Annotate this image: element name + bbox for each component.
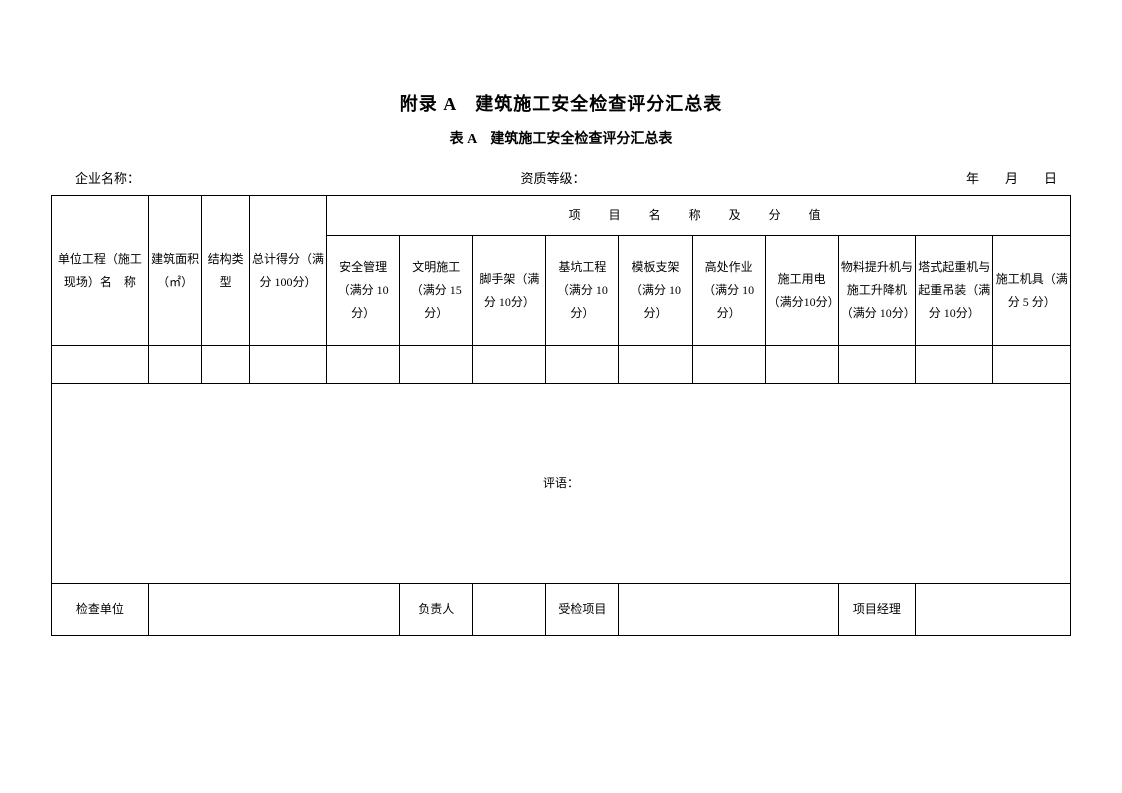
cell <box>202 346 249 384</box>
cell <box>993 346 1071 384</box>
cell <box>838 346 915 384</box>
cell <box>916 346 993 384</box>
col-c5: 模板支架（满分 10分） <box>619 236 692 346</box>
col-unit: 单位工程（施工现场）名 称 <box>52 196 149 346</box>
data-row <box>52 346 1071 384</box>
cell <box>400 346 473 384</box>
footer-label-1: 检查单位 <box>52 584 149 636</box>
title-sub: 表 A 建筑施工安全检查评分汇总表 <box>50 128 1072 148</box>
col-c8: 物料提升机与施工升降机（满分 10分） <box>838 236 915 346</box>
cell <box>765 346 838 384</box>
footer-blank-2 <box>473 584 546 636</box>
footer-label-3: 受检项目 <box>546 584 619 636</box>
grade-label: 资质等级： <box>521 168 967 187</box>
col-c7: 施工用电（满分10分） <box>765 236 838 346</box>
col-group: 项 目 名 称 及 分 值 <box>327 196 1071 236</box>
col-c6: 高处作业（满分 10分） <box>692 236 765 346</box>
cell <box>473 346 546 384</box>
footer-row: 检查单位 负责人 受检项目 项目经理 <box>52 584 1071 636</box>
col-c9: 塔式起重机与起重吊装（满分 10分） <box>916 236 993 346</box>
footer-blank-3 <box>619 584 838 636</box>
footer-blank-4 <box>916 584 1071 636</box>
col-c4: 基坑工程（满分 10分） <box>546 236 619 346</box>
cell <box>692 346 765 384</box>
group-title: 项 目 名 称 及 分 值 <box>569 208 829 222</box>
col-c2: 文明施工（满分 15分） <box>400 236 473 346</box>
col-c1: 安全管理（满分 10分） <box>327 236 400 346</box>
page: 附录 A 建筑施工安全检查评分汇总表 表 A 建筑施工安全检查评分汇总表 企业名… <box>0 0 1122 793</box>
col-area: 建筑面积（㎡） <box>148 196 202 346</box>
title-main: 附录 A 建筑施工安全检查评分汇总表 <box>50 90 1072 116</box>
footer-blank-1 <box>148 584 399 636</box>
cell <box>249 346 326 384</box>
comment-cell: 评语： <box>52 384 1071 584</box>
footer-label-4: 项目经理 <box>838 584 915 636</box>
cell <box>327 346 400 384</box>
cell <box>52 346 149 384</box>
info-row: 企业名称： 资质等级： 年 月 日 <box>50 168 1072 187</box>
col-c10: 施工机具（满分 5 分） <box>993 236 1071 346</box>
col-struct: 结构类型 <box>202 196 249 346</box>
col-total: 总计得分（满分 100分） <box>249 196 326 346</box>
cell <box>619 346 692 384</box>
cell <box>546 346 619 384</box>
company-label: 企业名称： <box>75 168 521 187</box>
summary-table: 单位工程（施工现场）名 称 建筑面积（㎡） 结构类型 总计得分（满分 100分）… <box>51 195 1071 636</box>
date-label: 年 月 日 <box>966 168 1057 187</box>
cell <box>148 346 202 384</box>
col-c3: 脚手架（满分 10分） <box>473 236 546 346</box>
header-row-1: 单位工程（施工现场）名 称 建筑面积（㎡） 结构类型 总计得分（满分 100分）… <box>52 196 1071 236</box>
footer-label-2: 负责人 <box>400 584 473 636</box>
comment-row: 评语： <box>52 384 1071 584</box>
